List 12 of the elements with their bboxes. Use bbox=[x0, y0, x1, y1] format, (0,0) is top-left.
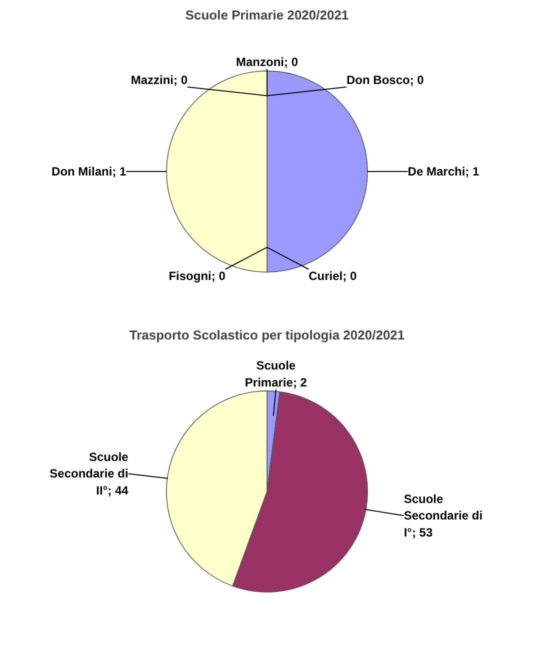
chart-title: Scuole Primarie 2020/2021 bbox=[185, 8, 349, 22]
text: Mazzini; 0 bbox=[130, 73, 188, 88]
data-label: De Marchi; 1 bbox=[408, 164, 480, 178]
text: Fisogni; 0 bbox=[168, 269, 226, 284]
chart-title: Trasporto Scolastico per tipologia 2020/2021 bbox=[129, 328, 405, 342]
text: Curiel; 0 bbox=[308, 269, 357, 284]
data-label: Scuole Primarie; 2 bbox=[244, 358, 308, 390]
text: Manzoni; 0 bbox=[236, 55, 298, 70]
data-label: Don Milani; 1 bbox=[52, 164, 127, 178]
data-label: Scuole Secondarie di II°; 44 bbox=[50, 450, 129, 498]
data-label: Scuole Secondarie di I°; 53 bbox=[404, 492, 483, 540]
text: Don Bosco; 0 bbox=[346, 73, 424, 88]
